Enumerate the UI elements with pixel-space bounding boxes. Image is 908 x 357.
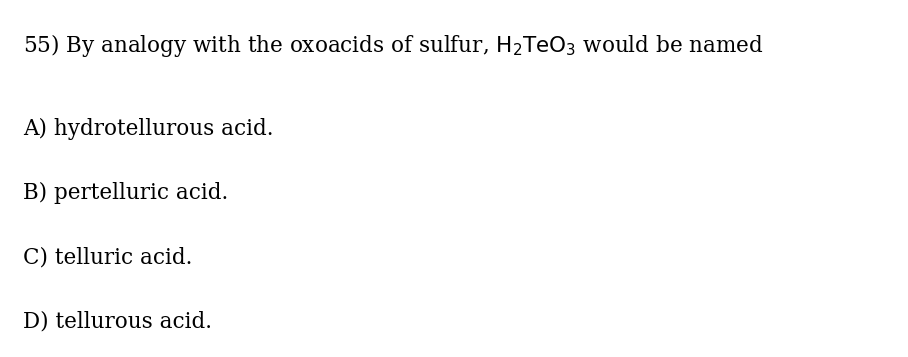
- Text: 55) By analogy with the oxoacids of sulfur, $\mathrm{H_2TeO_3}$ would be named: 55) By analogy with the oxoacids of sulf…: [23, 32, 764, 59]
- Text: B) pertelluric acid.: B) pertelluric acid.: [23, 182, 228, 204]
- Text: D) tellurous acid.: D) tellurous acid.: [23, 311, 212, 333]
- Text: A) hydrotellurous acid.: A) hydrotellurous acid.: [23, 118, 273, 140]
- Text: C) telluric acid.: C) telluric acid.: [23, 246, 192, 268]
